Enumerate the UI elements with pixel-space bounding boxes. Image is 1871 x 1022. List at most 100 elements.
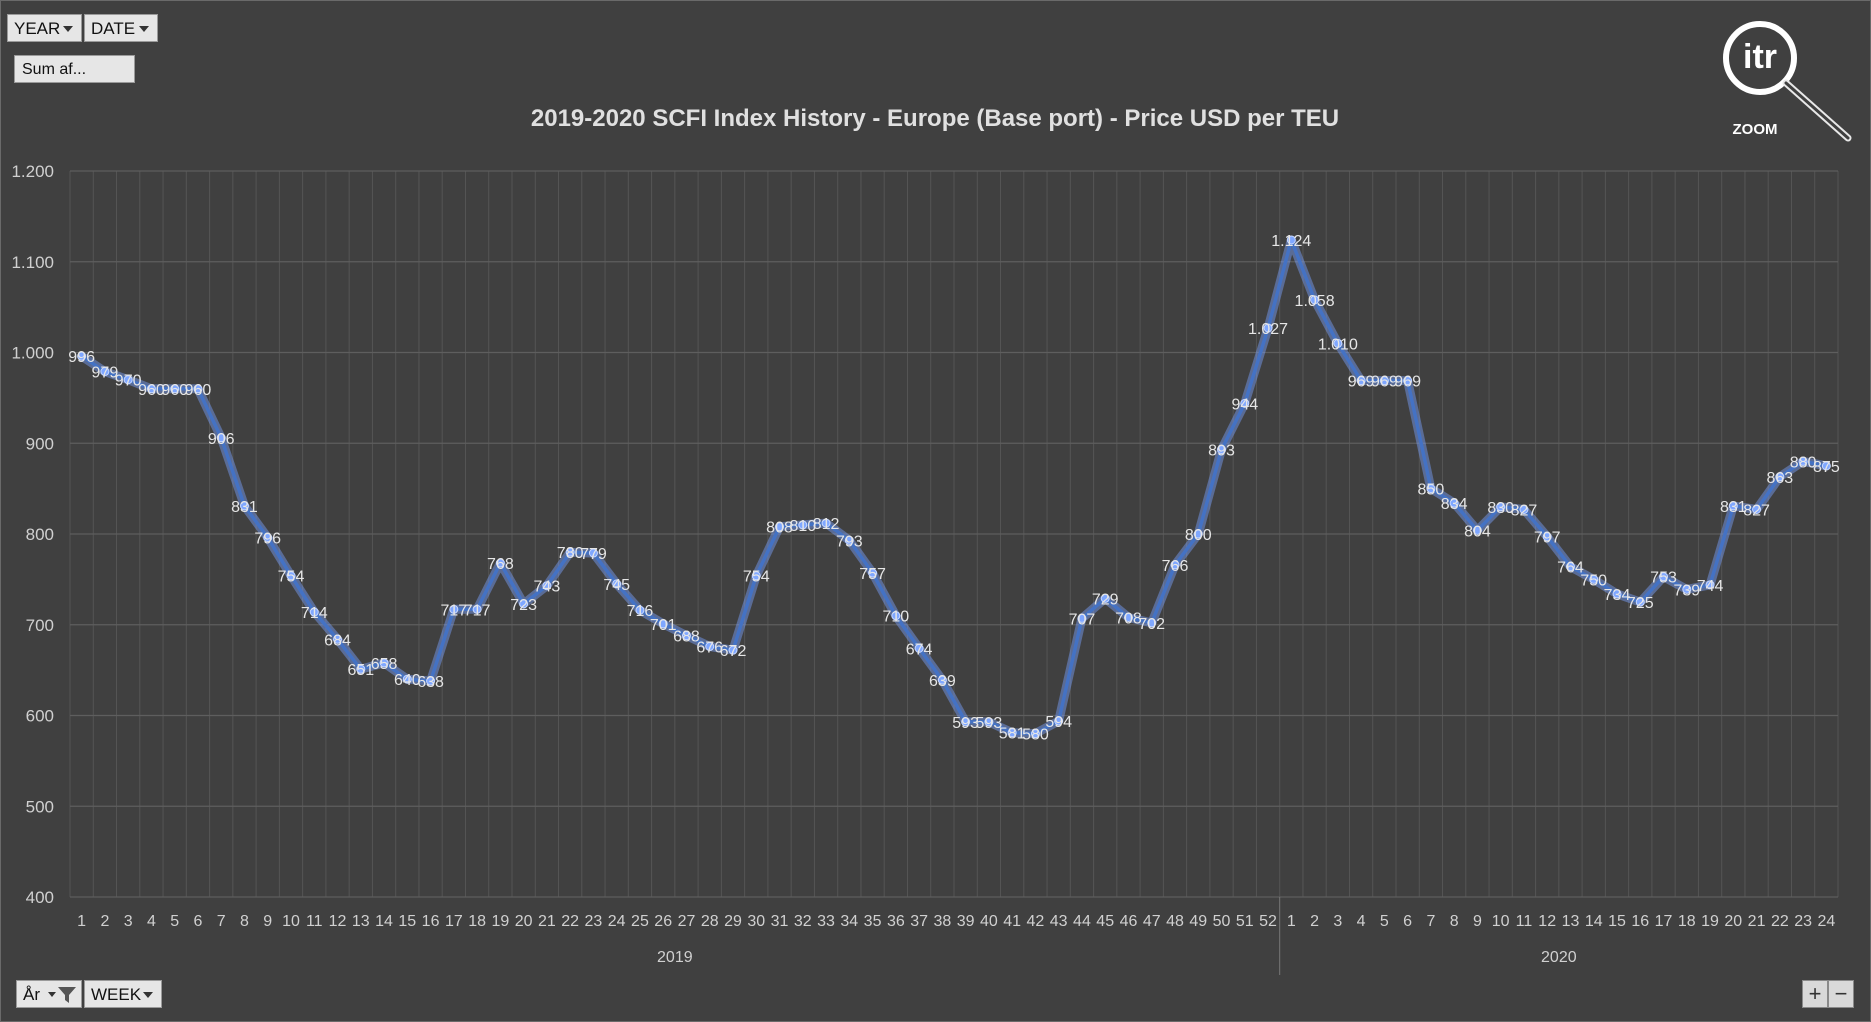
week-row-field-button[interactable]: WEEK [84,980,162,1008]
x-tick-label: 42 [1027,913,1045,930]
x-tick-label: 22 [1771,913,1789,930]
data-label: 743 [534,579,561,596]
chevron-down-icon [143,992,153,998]
logo-text: itr [1743,38,1777,76]
zoom-in-button[interactable]: + [1802,980,1828,1008]
data-point [984,717,994,727]
date-filter-button[interactable]: DATE [84,14,158,42]
x-tick-label: 3 [1333,913,1342,930]
x-tick-label: 2 [100,913,109,930]
data-point [1100,593,1110,603]
x-tick-label: 44 [1073,913,1091,930]
y-tick-label: 900 [26,434,54,453]
date-filter-label: DATE [91,19,136,38]
x-tick-label: 50 [1213,913,1231,930]
data-point [751,571,761,581]
x-tick-label: 11 [306,913,323,930]
data-point [1775,472,1785,482]
data-label: 754 [743,569,770,586]
data-point [821,518,831,528]
x-tick-label: 15 [398,913,416,930]
year-row-field-button[interactable]: År [16,980,82,1008]
data-point [1752,504,1762,514]
data-point [1821,461,1831,471]
data-label: 780 [557,545,584,562]
data-label: 672 [720,643,747,660]
data-label: 827 [1511,502,1538,519]
year-filter-button[interactable]: YEAR [7,14,82,42]
data-label: 593 [952,715,979,732]
data-label: 875 [1813,459,1840,476]
data-label: 716 [627,603,654,620]
y-tick-label: 400 [26,888,54,907]
data-point [681,631,691,641]
data-label: 831 [231,499,258,516]
values-field-button[interactable]: Sum af... [14,55,135,83]
y-tick-label: 1.200 [11,162,54,181]
x-tick-label: 17 [1655,913,1673,930]
data-point [1589,574,1599,584]
data-label: 834 [1441,496,1468,513]
x-tick-label: 19 [491,913,509,930]
data-label: 717 [464,602,491,619]
data-label: 753 [1650,570,1677,587]
x-tick-label: 41 [1003,913,1021,930]
data-point [239,501,249,511]
data-label: 710 [882,609,909,626]
data-label: 970 [115,373,142,390]
filter-icon [48,987,76,1003]
data-label: 804 [1464,523,1491,540]
zoom-out-button[interactable]: − [1828,980,1854,1008]
data-point [309,607,319,617]
x-tick-label: 39 [957,913,975,930]
x-tick-label: 23 [585,913,603,930]
data-point [170,384,180,394]
x-tick-label: 27 [678,913,696,930]
data-point [1263,323,1273,333]
data-label: 960 [185,382,212,399]
x-tick-label: 21 [1748,913,1766,930]
data-label: 729 [1092,591,1119,608]
data-point [1333,338,1343,348]
data-point [100,367,110,377]
x-tick-label: 16 [1631,913,1649,930]
x-tick-label: 12 [329,913,347,930]
x-tick-label: 1 [1287,913,1296,930]
x-tick-label: 8 [240,913,249,930]
data-point [1519,504,1529,514]
x-tick-label: 10 [282,913,300,930]
x-tick-label: 5 [170,913,179,930]
data-label: 638 [417,674,444,691]
data-point [1542,532,1552,542]
x-tick-label: 19 [1701,913,1719,930]
x-tick-label: 38 [933,913,951,930]
data-point [402,674,412,684]
x-tick-label: 9 [263,913,272,930]
x-tick-label: 18 [468,913,486,930]
x-tick-label: 25 [631,913,649,930]
x-tick-label: 48 [1166,913,1184,930]
y-tick-label: 700 [26,616,54,635]
data-point [1798,456,1808,466]
data-point [1147,618,1157,628]
x-tick-label: 49 [1189,913,1207,930]
data-point [1170,560,1180,570]
itr-zoom-logo[interactable]: itr ZOOM [1720,20,1860,145]
data-point [193,384,203,394]
data-label: 944 [1231,396,1258,413]
x-tick-label: 31 [771,913,789,930]
data-label: 717 [440,602,467,619]
data-label: 810 [789,518,816,535]
data-label: 969 [1394,374,1421,391]
data-label: 580 [1022,727,1049,744]
data-point [1635,597,1645,607]
x-tick-label: 33 [817,913,835,930]
data-point [844,535,854,545]
data-label: 850 [1418,482,1445,499]
data-label: 744 [1697,578,1724,595]
data-label: 800 [1185,527,1212,544]
data-label: 830 [1487,500,1514,517]
data-point [1659,572,1669,582]
data-point [426,676,436,686]
data-label: 766 [1162,558,1189,575]
